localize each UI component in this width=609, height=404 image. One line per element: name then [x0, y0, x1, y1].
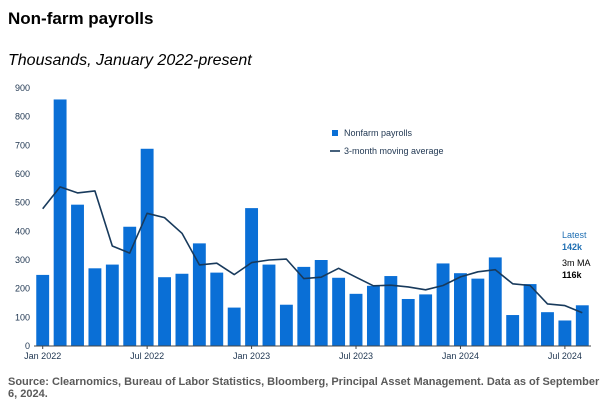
payroll-bar [523, 284, 537, 346]
payroll-bar [158, 277, 171, 346]
payroll-bar [366, 285, 380, 346]
payroll-bar [506, 315, 520, 346]
payroll-bar [123, 226, 137, 346]
y-tick-label: 700 [15, 140, 30, 150]
y-tick-label: 600 [15, 169, 30, 179]
payroll-bar [36, 274, 50, 346]
source-note: Source: Clearnomics, Bureau of Labor Sta… [8, 376, 600, 400]
y-tick-label: 0 [25, 341, 30, 351]
payroll-bar [314, 260, 328, 346]
chart-title: Non-farm payrolls [8, 9, 154, 28]
latest-annotation: Latest [562, 230, 587, 240]
payroll-bar [175, 273, 189, 346]
x-tick-label: Jul 2023 [339, 351, 373, 361]
payroll-bar [140, 148, 154, 346]
payroll-bar [401, 298, 415, 346]
payroll-bar [71, 204, 84, 346]
payroll-bar [454, 273, 467, 346]
payroll-bar [88, 268, 102, 346]
payroll-bar [558, 320, 572, 346]
moving-average-line [42, 186, 583, 314]
y-tick-label: 100 [15, 312, 30, 322]
payroll-bar [471, 278, 485, 346]
payroll-bar [541, 312, 554, 346]
payroll-bar [575, 305, 589, 346]
payroll-bar [210, 272, 224, 346]
y-tick-label: 900 [15, 83, 30, 93]
legend-bar-swatch [332, 130, 338, 136]
payrolls-chart: 0 100 200 300 400 500 600 700 800 900 Jan 2022 Jul … [15, 83, 591, 361]
ma-annotation: 3m MA [562, 258, 591, 268]
chart-subtitle: Thousands, January 2022-present [8, 52, 252, 69]
payroll-bar [105, 264, 119, 346]
x-tick-label: Jan 2022 [24, 351, 61, 361]
payroll-bar [262, 264, 276, 346]
y-tick-label: 400 [15, 226, 30, 236]
payroll-bar [488, 257, 502, 346]
x-tick-label: Jul 2022 [130, 351, 164, 361]
x-tick-label: Jul 2024 [548, 351, 582, 361]
payroll-bar [227, 307, 241, 346]
x-tick-label: Jan 2024 [442, 351, 479, 361]
payroll-bar [419, 294, 433, 346]
legend-line-label: 3-month moving average [344, 146, 444, 156]
payroll-bar [349, 293, 363, 346]
payroll-bar [384, 276, 398, 346]
y-tick-label: 300 [15, 255, 30, 265]
y-tick-label: 800 [15, 112, 30, 122]
y-tick-label: 500 [15, 198, 30, 208]
payroll-bar [279, 304, 293, 346]
payroll-bar [436, 263, 450, 346]
payroll-bar [53, 99, 67, 346]
legend-bar-label: Nonfarm payrolls [344, 128, 413, 138]
payroll-bar [332, 277, 346, 346]
x-tick-label: Jan 2023 [233, 351, 270, 361]
ma-value-annotation: 116k [562, 270, 583, 280]
payroll-bar [297, 266, 311, 346]
payroll-bar [192, 243, 206, 346]
payroll-bar [245, 208, 259, 346]
y-tick-label: 200 [15, 284, 30, 294]
latest-value-annotation: 142k [562, 242, 583, 252]
